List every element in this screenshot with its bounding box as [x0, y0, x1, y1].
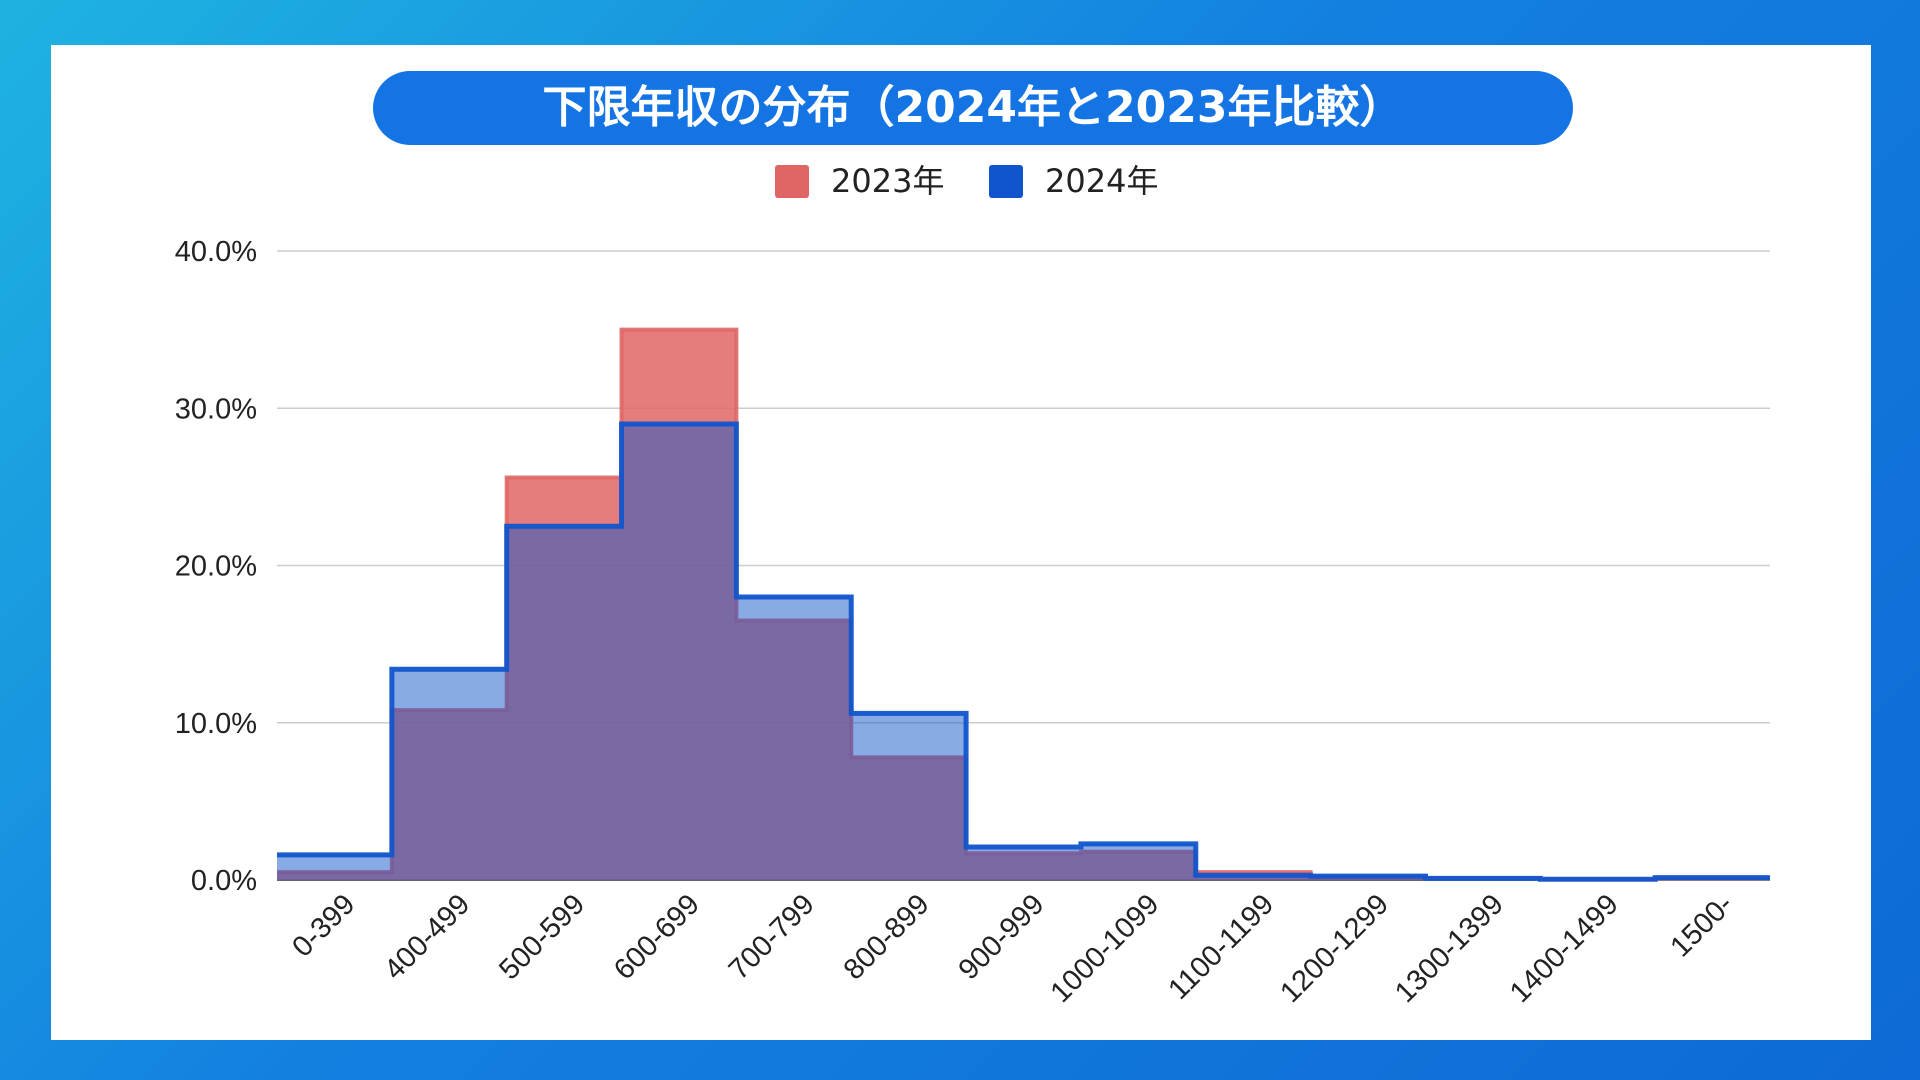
y-tick-label: 10.0%	[175, 708, 257, 740]
x-tick-label: 800-899	[838, 888, 936, 986]
x-tick-label: 500-599	[493, 888, 591, 986]
legend-label: 2023年	[831, 162, 944, 200]
y-tick-label: 30.0%	[175, 393, 257, 425]
x-tick-label: 1500-	[1664, 888, 1739, 963]
x-tick-label: 1100-1199	[1162, 888, 1280, 1006]
x-tick-label: 400-499	[378, 888, 476, 986]
x-tick-label: 1000-1099	[1045, 888, 1166, 1009]
x-tick-label: 700-799	[723, 888, 821, 986]
series-2024-line	[277, 421, 1770, 882]
x-tick-label: 600-699	[608, 888, 706, 986]
y-tick-label: 20.0%	[175, 551, 257, 583]
series-2024-area	[277, 423, 1770, 880]
chart-title: 下限年収の分布（2024年と2023年比較）	[373, 71, 1573, 145]
legend-swatch	[989, 165, 1023, 198]
y-axis-ticks: 0.0% 10.0% 20.0% 30.0% 40.0%	[175, 236, 257, 897]
x-tick-label: 1200-1299	[1274, 888, 1395, 1009]
y-tick-label: 0.0%	[191, 865, 257, 897]
legend: 2023年 2024年	[775, 162, 1158, 200]
y-tick-label: 40.0%	[175, 236, 257, 268]
x-tick-label: 1300-1399	[1389, 888, 1510, 1009]
series-areas	[277, 327, 1770, 882]
legend-label: 2024年	[1045, 162, 1158, 200]
x-tick-label: 0-399	[286, 888, 361, 963]
x-tick-label: 1400-1499	[1504, 888, 1625, 1009]
x-axis-ticks: 0-399 400-499 500-599 600-699 700-799 800-899…	[286, 888, 1739, 1009]
x-tick-label: 900-999	[953, 888, 1051, 986]
legend-swatch	[775, 165, 809, 198]
